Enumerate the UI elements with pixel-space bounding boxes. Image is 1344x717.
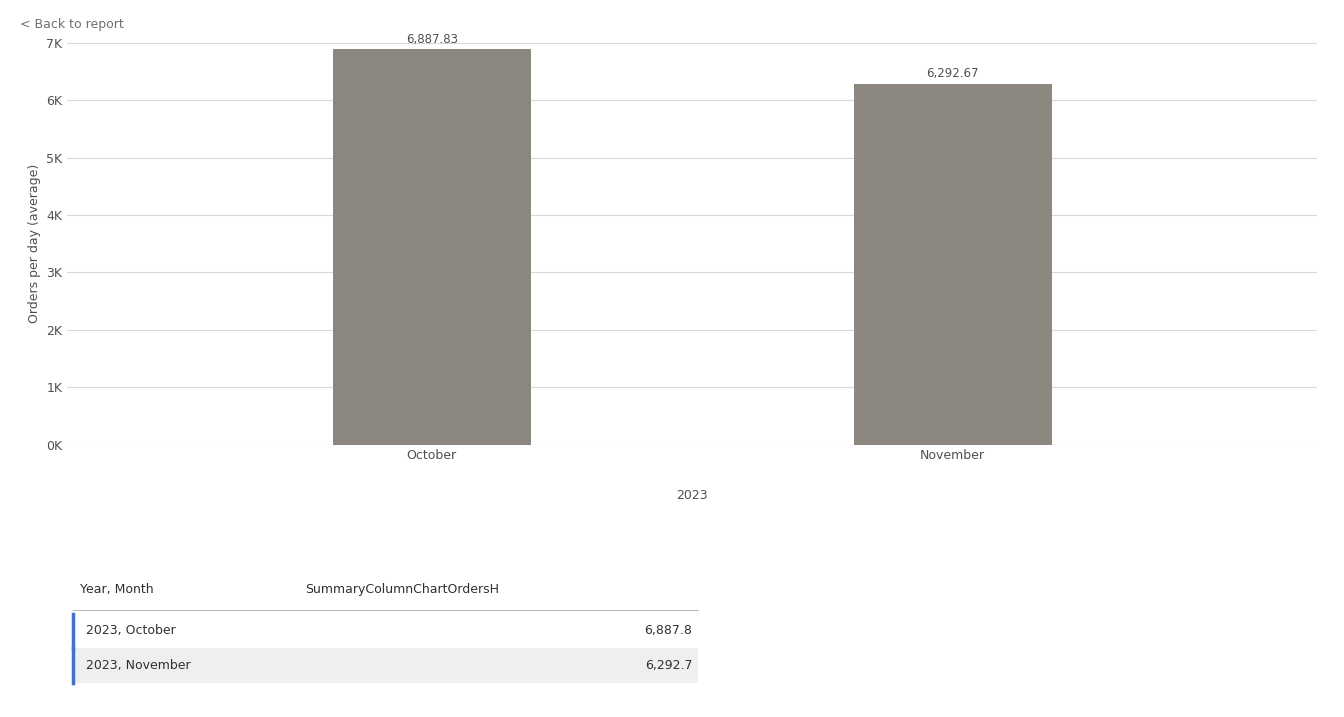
Text: 6,292.7: 6,292.7 bbox=[645, 659, 692, 672]
Text: SummaryColumnChartOrdersH: SummaryColumnChartOrdersH bbox=[305, 583, 499, 596]
Text: 2023: 2023 bbox=[676, 489, 708, 502]
FancyBboxPatch shape bbox=[74, 614, 699, 648]
Text: 6,292.67: 6,292.67 bbox=[926, 67, 978, 80]
Text: 6,887.8: 6,887.8 bbox=[644, 625, 692, 637]
Bar bbox=[333, 49, 531, 445]
FancyBboxPatch shape bbox=[74, 648, 699, 683]
Text: 6,887.83: 6,887.83 bbox=[406, 33, 458, 47]
Text: Year, Month: Year, Month bbox=[79, 583, 153, 596]
Bar bbox=[853, 84, 1051, 445]
Y-axis label: Orders per day (average): Orders per day (average) bbox=[28, 164, 40, 323]
Text: 2023, October: 2023, October bbox=[86, 625, 176, 637]
Text: < Back to report: < Back to report bbox=[20, 18, 124, 31]
Text: 2023, November: 2023, November bbox=[86, 659, 191, 672]
